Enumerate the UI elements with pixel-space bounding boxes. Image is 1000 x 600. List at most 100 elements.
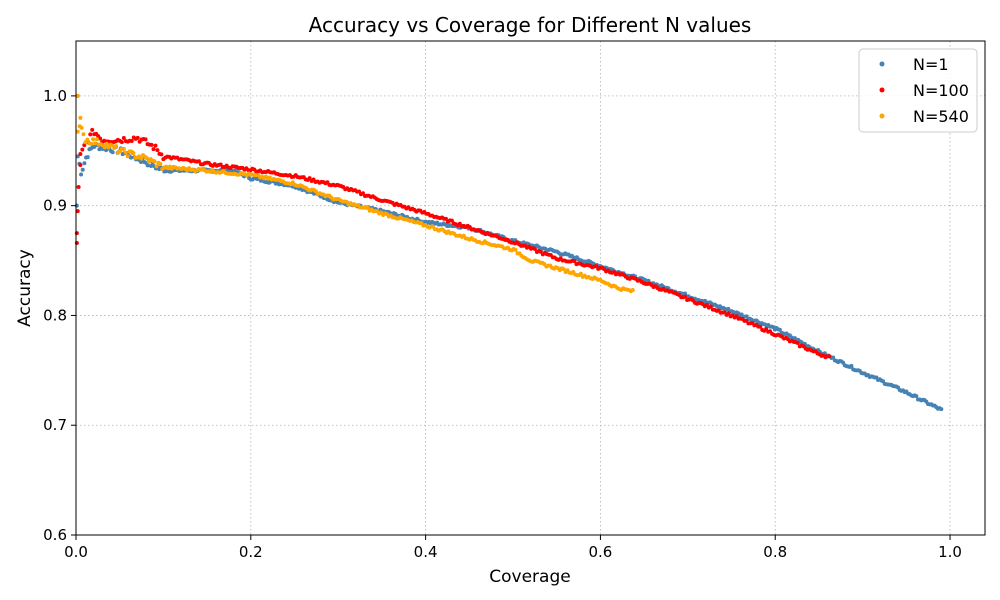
legend-marker-n-100 bbox=[879, 87, 885, 93]
point-n-540 bbox=[81, 132, 86, 137]
point-n-100 bbox=[196, 159, 201, 164]
point-n-100 bbox=[827, 354, 832, 359]
point-n-100 bbox=[90, 127, 95, 132]
point-n-100 bbox=[76, 185, 81, 189]
point-n-540 bbox=[139, 156, 144, 161]
point-n-540 bbox=[79, 125, 84, 130]
point-n-100 bbox=[159, 152, 164, 157]
point-n-540 bbox=[85, 137, 90, 142]
point-n-540 bbox=[630, 288, 635, 293]
point-n-540 bbox=[121, 146, 126, 151]
x-tick-label: 0.2 bbox=[239, 543, 263, 561]
point-n-1 bbox=[79, 172, 84, 177]
y-axis-label: Accuracy bbox=[15, 249, 35, 327]
point-n-100 bbox=[119, 140, 124, 145]
point-n-540 bbox=[125, 154, 130, 159]
y-tick-label: 1.0 bbox=[43, 87, 67, 105]
point-n-540 bbox=[78, 115, 83, 120]
point-n-100 bbox=[594, 264, 599, 269]
x-tick-label: 0.8 bbox=[763, 543, 787, 561]
point-n-540 bbox=[104, 141, 109, 146]
point-n-100 bbox=[444, 216, 448, 221]
legend-marker-n-1 bbox=[879, 61, 885, 67]
legend: N=1 N=100 N=540 bbox=[858, 48, 978, 133]
point-n-100 bbox=[795, 341, 800, 346]
y-tick-label: 0.9 bbox=[43, 197, 67, 215]
point-n-100 bbox=[307, 176, 312, 181]
point-n-1 bbox=[85, 155, 90, 160]
point-n-1 bbox=[148, 164, 153, 169]
point-n-100 bbox=[532, 247, 537, 252]
point-n-540 bbox=[561, 267, 566, 272]
point-n-1 bbox=[80, 167, 85, 172]
point-n-100 bbox=[88, 132, 93, 137]
point-n-540 bbox=[89, 141, 94, 146]
point-n-100 bbox=[726, 311, 731, 316]
point-n-100 bbox=[80, 147, 85, 152]
point-n-100 bbox=[758, 324, 763, 329]
point-n-100 bbox=[75, 209, 80, 214]
point-n-540 bbox=[102, 145, 107, 150]
point-n-100 bbox=[143, 137, 148, 142]
point-n-1 bbox=[110, 150, 115, 155]
legend-label-n-540: N=540 bbox=[913, 107, 969, 126]
point-n-100 bbox=[449, 218, 454, 223]
plot-frame bbox=[75, 40, 986, 536]
point-n-540 bbox=[93, 141, 98, 146]
point-n-1 bbox=[849, 363, 854, 368]
x-tick-label: 0.4 bbox=[414, 543, 438, 561]
chart-title: Accuracy vs Coverage for Different N val… bbox=[309, 13, 752, 37]
point-n-540 bbox=[158, 161, 163, 166]
x-tick-label: 0.0 bbox=[64, 543, 88, 561]
y-tick-label: 0.8 bbox=[43, 306, 67, 324]
legend-box bbox=[858, 48, 978, 133]
point-n-540 bbox=[154, 164, 159, 169]
axes-layer: 0.0 0.2 0.4 0.6 0.8 1.0 0.6 0.7 0.8 0.9 1.0 bbox=[43, 40, 986, 561]
point-n-540 bbox=[91, 137, 96, 142]
point-n-540 bbox=[75, 129, 80, 134]
legend-marker-n-540 bbox=[879, 113, 885, 119]
point-n-100 bbox=[121, 136, 126, 141]
point-n-540 bbox=[131, 151, 136, 156]
point-n-1 bbox=[939, 407, 944, 412]
legend-label-n-1: N=1 bbox=[913, 55, 949, 74]
point-n-1 bbox=[82, 161, 87, 166]
point-n-1 bbox=[683, 291, 688, 296]
grid-layer bbox=[75, 41, 985, 536]
point-n-100 bbox=[155, 148, 160, 153]
point-n-100 bbox=[149, 142, 154, 147]
point-n-100 bbox=[78, 152, 83, 157]
point-n-1 bbox=[138, 159, 143, 164]
point-n-100 bbox=[135, 135, 140, 140]
point-n-100 bbox=[683, 294, 688, 299]
point-n-100 bbox=[74, 240, 79, 245]
point-n-540 bbox=[123, 150, 128, 155]
x-tick-label: 1.0 bbox=[938, 543, 962, 561]
y-tick-label: 0.7 bbox=[43, 416, 67, 434]
point-n-100 bbox=[129, 138, 134, 143]
x-tick-label: 0.6 bbox=[588, 543, 612, 561]
point-n-100 bbox=[151, 147, 156, 152]
point-n-540 bbox=[578, 271, 583, 276]
point-n-540 bbox=[144, 156, 149, 161]
point-n-100 bbox=[457, 221, 462, 226]
point-n-100 bbox=[98, 136, 103, 141]
point-n-1 bbox=[92, 144, 97, 149]
point-n-100 bbox=[74, 231, 79, 236]
points-layer bbox=[74, 93, 944, 412]
y-tick-label: 0.6 bbox=[43, 526, 67, 544]
point-n-100 bbox=[78, 163, 83, 168]
point-n-1 bbox=[145, 163, 150, 168]
point-n-540 bbox=[94, 137, 99, 142]
point-n-1 bbox=[128, 155, 133, 160]
point-n-540 bbox=[513, 247, 518, 252]
point-n-540 bbox=[152, 159, 157, 164]
point-n-100 bbox=[153, 143, 158, 148]
point-n-540 bbox=[114, 144, 119, 149]
point-n-100 bbox=[708, 304, 713, 309]
x-axis-label: Coverage bbox=[489, 567, 570, 587]
point-n-540 bbox=[75, 93, 80, 98]
legend-label-n-100: N=100 bbox=[913, 81, 969, 100]
point-n-1 bbox=[914, 394, 919, 399]
